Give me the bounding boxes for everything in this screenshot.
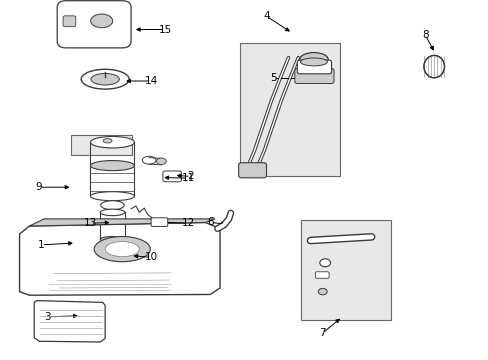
Ellipse shape <box>91 14 112 28</box>
Ellipse shape <box>81 69 129 89</box>
Text: 4: 4 <box>263 11 269 21</box>
FancyBboxPatch shape <box>151 218 167 226</box>
FancyBboxPatch shape <box>297 60 331 74</box>
Text: 1: 1 <box>38 240 45 250</box>
Ellipse shape <box>300 58 327 66</box>
Ellipse shape <box>423 55 444 78</box>
Text: 2: 2 <box>187 171 194 181</box>
Ellipse shape <box>90 161 134 171</box>
Polygon shape <box>29 219 215 226</box>
Ellipse shape <box>142 156 156 164</box>
Text: 14: 14 <box>144 76 158 86</box>
Ellipse shape <box>100 237 124 242</box>
Ellipse shape <box>156 158 166 165</box>
FancyBboxPatch shape <box>294 68 333 84</box>
FancyBboxPatch shape <box>57 1 131 48</box>
Ellipse shape <box>319 259 330 267</box>
FancyBboxPatch shape <box>238 163 266 178</box>
FancyBboxPatch shape <box>315 272 328 278</box>
Bar <box>71 135 132 155</box>
Bar <box>300 220 390 320</box>
FancyBboxPatch shape <box>63 16 76 27</box>
Text: 13: 13 <box>83 218 97 228</box>
Bar <box>239 43 339 176</box>
Text: 15: 15 <box>158 24 172 35</box>
Text: 12: 12 <box>181 218 195 228</box>
Polygon shape <box>20 222 220 295</box>
Ellipse shape <box>91 73 119 85</box>
Text: 7: 7 <box>319 328 325 338</box>
Text: 3: 3 <box>44 312 51 322</box>
Text: 11: 11 <box>181 173 195 183</box>
Text: 5: 5 <box>270 73 277 84</box>
Text: 8: 8 <box>421 30 428 40</box>
FancyBboxPatch shape <box>163 171 181 182</box>
Polygon shape <box>34 301 105 342</box>
Ellipse shape <box>90 192 134 201</box>
Text: 6: 6 <box>206 217 213 228</box>
Ellipse shape <box>94 237 150 262</box>
Ellipse shape <box>318 288 326 295</box>
Ellipse shape <box>299 53 327 66</box>
Ellipse shape <box>103 139 112 143</box>
Ellipse shape <box>90 136 134 148</box>
Ellipse shape <box>101 201 124 210</box>
Text: 9: 9 <box>36 182 42 192</box>
Ellipse shape <box>105 242 139 257</box>
Text: 10: 10 <box>145 252 158 262</box>
Ellipse shape <box>100 209 124 216</box>
